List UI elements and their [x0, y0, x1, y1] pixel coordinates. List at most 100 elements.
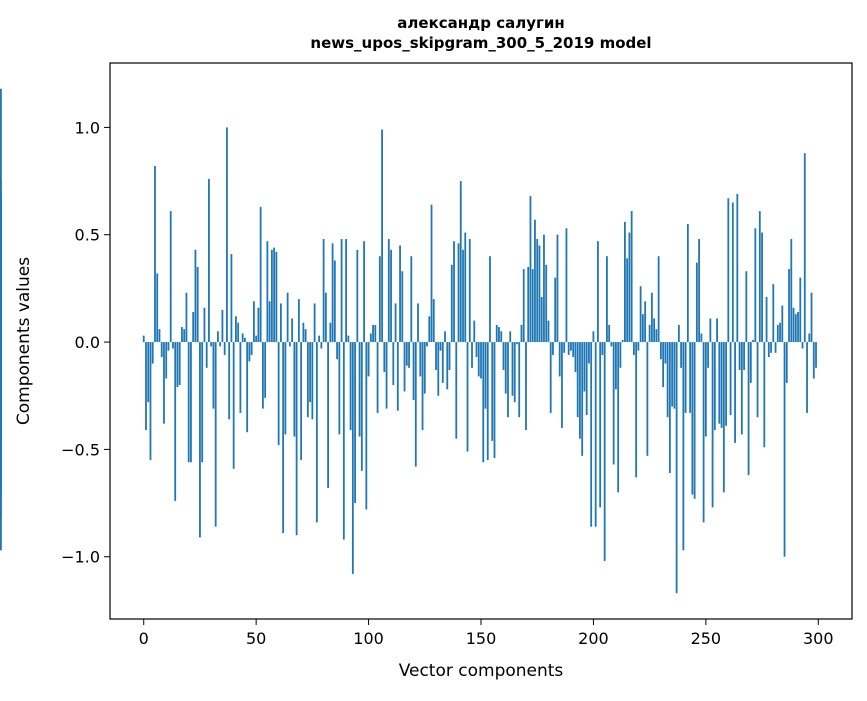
bar — [333, 260, 336, 343]
bar — [235, 316, 237, 343]
bar — [693, 342, 696, 499]
bar — [214, 342, 217, 527]
bar — [311, 342, 314, 420]
bar — [588, 342, 590, 364]
x-tick-label: 0 — [139, 629, 149, 648]
bar — [500, 331, 503, 343]
bar — [579, 342, 581, 439]
x-tick-label: 150 — [466, 629, 497, 648]
bar — [450, 264, 453, 343]
bar — [803, 153, 806, 343]
bar — [731, 202, 734, 343]
bar — [797, 312, 799, 343]
bar — [444, 331, 446, 343]
bar — [320, 342, 323, 349]
bar — [464, 232, 467, 343]
bar — [354, 342, 356, 504]
x-tick-label: 100 — [353, 629, 384, 648]
bar — [390, 249, 392, 343]
bar — [462, 249, 464, 343]
bar — [205, 342, 208, 368]
bar — [477, 342, 480, 377]
bar — [790, 239, 793, 343]
bar — [163, 342, 165, 424]
bar — [421, 342, 424, 431]
bar — [594, 342, 597, 527]
bar — [302, 322, 305, 343]
bar — [700, 333, 703, 343]
bar — [309, 342, 312, 403]
bar — [547, 320, 550, 343]
bar — [266, 241, 269, 343]
bar — [468, 239, 471, 343]
bar — [635, 342, 638, 478]
bar — [255, 335, 258, 343]
bar — [142, 335, 145, 343]
bar — [284, 342, 287, 435]
bar — [653, 318, 656, 343]
bar — [621, 339, 624, 343]
bar — [583, 342, 586, 392]
bar — [781, 305, 784, 343]
bar — [304, 329, 307, 343]
bar — [630, 211, 633, 343]
bar — [414, 342, 417, 467]
bar — [682, 342, 685, 551]
bar — [534, 219, 536, 343]
bar — [340, 239, 343, 343]
bar — [149, 342, 152, 461]
bar — [509, 331, 512, 343]
bar — [358, 342, 361, 437]
bar — [801, 342, 804, 349]
bar — [466, 342, 469, 452]
bar — [540, 296, 543, 343]
bar — [329, 322, 332, 343]
bar — [147, 342, 150, 403]
bars — [0, 88, 817, 594]
x-tick-label: 250 — [691, 629, 722, 648]
bar — [680, 342, 683, 368]
bar — [0, 316, 2, 343]
bar — [219, 342, 222, 347]
bar — [794, 314, 797, 343]
bar — [615, 342, 617, 390]
bar — [273, 247, 276, 343]
bar — [709, 318, 712, 343]
bar — [684, 342, 687, 413]
bar — [381, 129, 383, 343]
bar — [471, 342, 473, 368]
bar — [275, 251, 278, 343]
bar — [695, 262, 698, 343]
bar — [250, 342, 253, 355]
bar — [241, 333, 244, 343]
bar — [707, 342, 709, 368]
bar — [810, 292, 813, 343]
bar — [0, 256, 2, 343]
bar — [689, 342, 692, 413]
bar — [691, 342, 694, 495]
bar — [385, 342, 388, 409]
bar — [351, 342, 354, 574]
bar — [315, 342, 318, 523]
bar — [749, 342, 752, 383]
bar — [491, 342, 494, 441]
bar — [237, 322, 240, 343]
bar — [232, 342, 235, 469]
bar — [313, 303, 316, 343]
bar — [812, 342, 815, 379]
bar — [736, 193, 739, 343]
bar — [711, 342, 714, 508]
bar — [648, 324, 651, 343]
bar — [671, 342, 674, 407]
bar — [399, 245, 401, 343]
bar — [633, 342, 635, 355]
bar — [226, 127, 228, 343]
bar — [597, 241, 599, 343]
bar — [520, 324, 523, 343]
bar — [268, 301, 271, 343]
bar — [282, 342, 285, 534]
bar — [430, 204, 433, 343]
y-tick-label: −1.0 — [61, 548, 100, 567]
x-axis-ticks: 0 50 100 150 200 250 300 — [139, 619, 834, 648]
